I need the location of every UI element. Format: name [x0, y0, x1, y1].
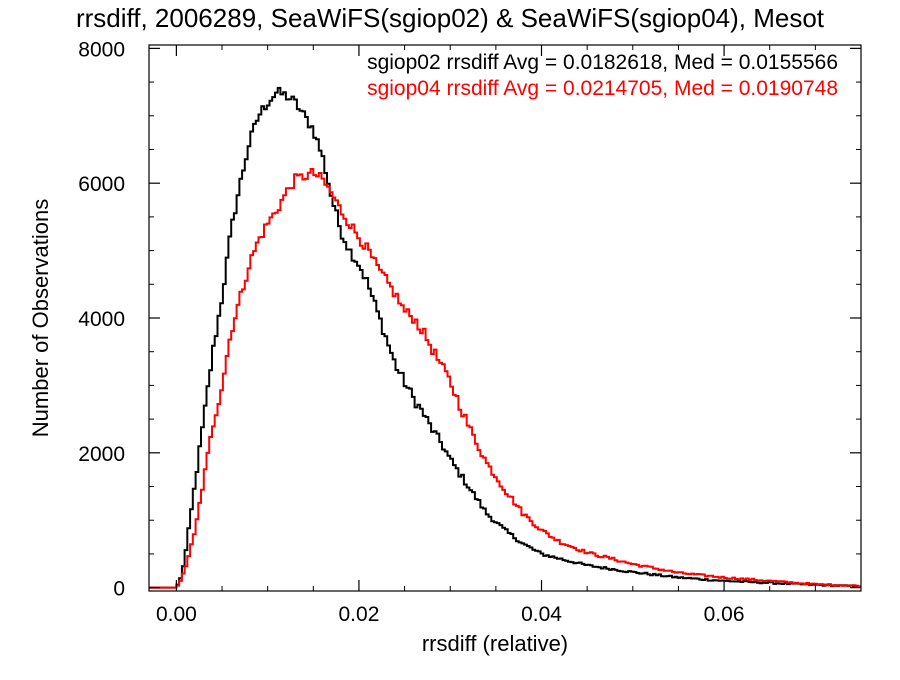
x-tick-label: 0.04 — [521, 603, 562, 626]
histogram-series-sgiop02 — [149, 86, 861, 589]
y-tick-label: 2000 — [78, 443, 125, 466]
histogram-series-sgiop04 — [149, 168, 861, 589]
y-tick-label: 8000 — [78, 38, 125, 61]
series-layer — [149, 86, 861, 589]
x-tick-label: 0.00 — [156, 603, 197, 626]
legend-entry-sgiop02: sgiop02 rrsdiff Avg = 0.0182618, Med = 0… — [367, 51, 838, 74]
y-axis: 0 2000 4000 6000 8000 — [78, 38, 861, 601]
x-tick-label: 0.02 — [339, 603, 380, 626]
y-tick-label: 0 — [113, 578, 125, 601]
y-tick-label: 4000 — [78, 308, 125, 331]
y-tick-label: 6000 — [78, 173, 125, 196]
x-tick-label: 0.06 — [704, 603, 745, 626]
legend-entry-sgiop04: sgiop04 rrsdiff Avg = 0.0214705, Med = 0… — [367, 77, 838, 100]
y-axis-label: Number of Observations — [28, 199, 53, 437]
x-axis: 0.00 0.02 0.04 0.06 — [156, 45, 862, 626]
x-axis-label: rrsdiff (relative) — [422, 631, 568, 656]
chart-title: rrsdiff, 2006289, SeaWiFS(sgiop02) & Sea… — [76, 3, 825, 33]
